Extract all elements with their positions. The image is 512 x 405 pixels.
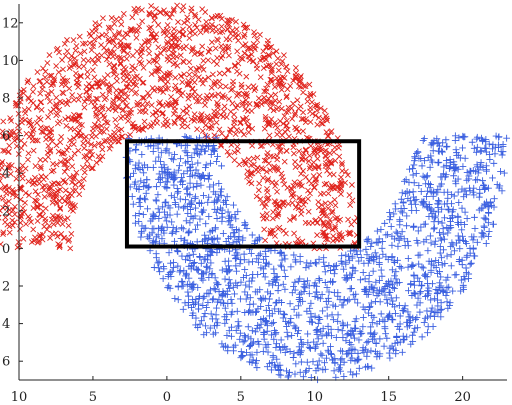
y-tick-label: 4 (2, 317, 10, 332)
y-tick-label: 0 (2, 242, 10, 257)
plot-points (0, 3, 510, 383)
y-tick-label: 2 (2, 204, 10, 219)
y-tick-label: 6 (2, 355, 10, 370)
x-tick-label: 15 (380, 390, 397, 405)
x-tick-label: 20 (454, 390, 471, 405)
x-tick-label: 5 (89, 390, 97, 405)
x-tick-label: 10 (11, 390, 28, 405)
y-tick-label: 10 (2, 54, 19, 69)
y-tick-label: 12 (2, 16, 19, 31)
y-tick-label: 6 (2, 129, 10, 144)
y-tick-label: 4 (2, 167, 10, 182)
x-tick-label: 10 (306, 390, 323, 405)
x-tick-label: 5 (237, 390, 245, 405)
y-tick-label: 2 (2, 280, 10, 295)
x-tick-label: 0 (163, 390, 171, 405)
y-tick-label: 8 (2, 92, 10, 107)
